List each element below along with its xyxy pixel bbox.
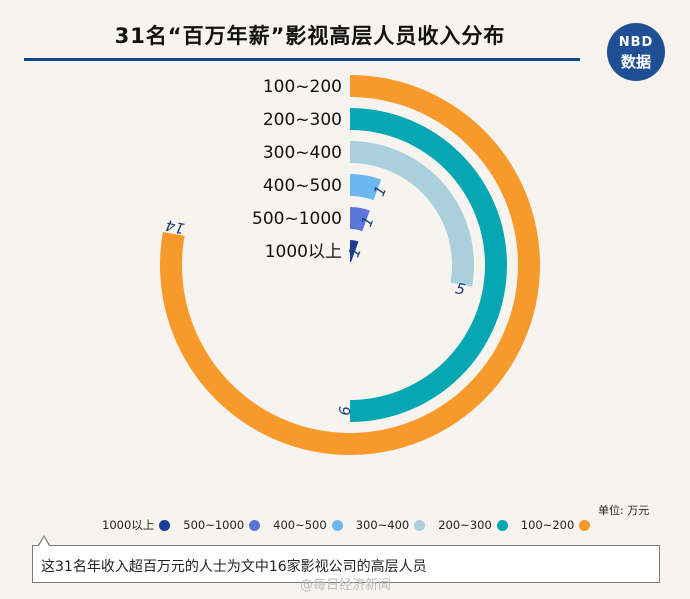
legend-item-400-500: 400~500 <box>273 518 343 532</box>
watermark-text: @每日经济新闻 <box>300 578 392 593</box>
category-label-100-200: 100~200 <box>263 77 342 97</box>
legend-swatch <box>331 519 343 531</box>
legend-label: 200~300 <box>438 518 492 532</box>
category-label-300-400: 300~400 <box>263 143 342 163</box>
legend-label: 1000以上 <box>102 518 155 532</box>
bar-100-200 <box>159 75 540 455</box>
chart-title: 31名“百万年薪”影视高层人员收入分布 <box>114 24 506 48</box>
logo-text-data: 数据 <box>620 53 651 71</box>
legend-item-300-400: 300~400 <box>356 518 426 532</box>
value-label-300-400: 5 <box>454 279 467 299</box>
category-label-200-300: 200~300 <box>263 110 342 130</box>
legend-label: 300~400 <box>355 518 410 532</box>
chart-legend: 1000以上 500~1000 400~500 300~400 200~300 100~2… <box>102 516 603 534</box>
legend-item-200-300: 200~300 <box>438 518 508 532</box>
value-label-100-200: 14 <box>164 216 187 238</box>
category-label-500-1000: 500~1000 <box>252 209 342 229</box>
note-box: 这31名年收入超百万元的人士为文中16家影视公司的高层人员 <box>32 545 660 583</box>
legend-swatch <box>579 519 591 531</box>
legend-label: 500~1000 <box>183 518 245 532</box>
legend-swatch <box>249 519 261 531</box>
category-label-400-500: 400~500 <box>263 176 342 196</box>
note-pointer-inner <box>39 537 49 546</box>
legend-item-100-200: 100~200 <box>521 518 591 532</box>
unit-label: 单位: 万元 <box>598 504 650 517</box>
title-divider <box>24 58 580 61</box>
legend-label: 400~500 <box>273 518 327 532</box>
legend-swatch <box>496 519 508 531</box>
logo-text-nbd: NBD <box>618 35 654 50</box>
note-text: 这31名年收入超百万元的人士为文中16家影视公司的高层人员 <box>41 559 427 575</box>
legend-item-1000-: 1000以上 <box>102 517 171 533</box>
bar-1000- <box>350 240 359 263</box>
bar-300-400 <box>350 141 474 287</box>
legend-label: 100~200 <box>520 518 575 532</box>
bar-500-1000 <box>350 207 370 232</box>
nbd-logo: NBD 数据 <box>607 23 665 81</box>
value-label-200-300: 9 <box>335 406 353 416</box>
bar-200-300 <box>350 108 507 422</box>
category-label-1000-: 1000以上 <box>265 242 342 262</box>
legend-swatch <box>414 519 426 531</box>
bar-400-500 <box>350 174 382 201</box>
legend-swatch <box>159 519 171 531</box>
legend-item-500-1000: 500~1000 <box>183 518 261 532</box>
